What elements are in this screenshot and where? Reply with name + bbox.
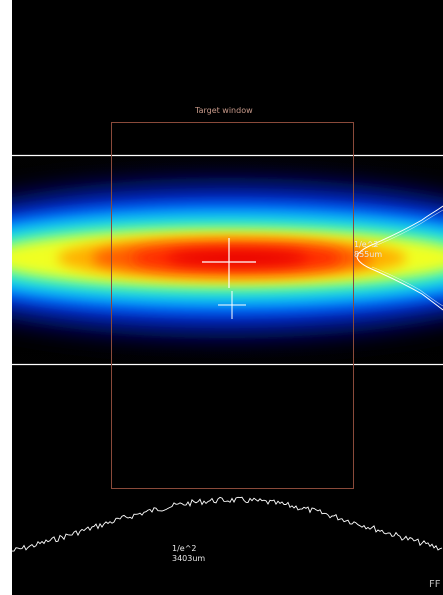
target-window-rect[interactable] [111,122,354,489]
beam-image-viewport[interactable]: Target window 1/e^2 855um 1/e^2 3403um F… [12,0,443,595]
horizontal-width-label: 1/e^2 3403um [172,544,205,564]
horizontal-width-unit: 1/e^2 [172,544,197,553]
vertical-width-value: 855um [354,250,383,259]
crosshair-icon [202,238,256,288]
vertical-profile-curve [356,205,443,311]
beam-intensity-image [12,0,443,595]
horizontal-profile-curve [12,496,443,552]
horizontal-width-value: 3403um [172,554,206,563]
corner-label: FF [429,579,441,590]
vertical-width-unit: 1/e^2 [354,240,379,249]
plus-icon [218,291,246,319]
vertical-width-label: 1/e^2 855um [354,240,382,260]
target-window-label: Target window [195,106,253,115]
beam-spot [12,178,443,338]
left-border [0,0,12,595]
